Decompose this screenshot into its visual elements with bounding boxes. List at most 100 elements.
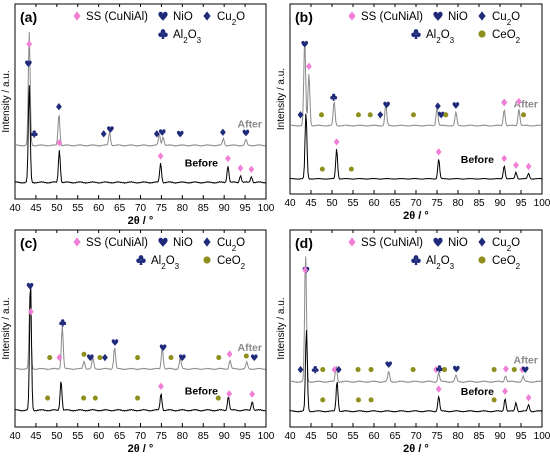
marker-ceo2-icon (491, 397, 497, 403)
marker-ceo2-icon (442, 367, 448, 373)
x-tick-label: 75 (156, 431, 168, 442)
x-tick-label: 70 (410, 198, 422, 209)
y-axis-title: Intensity / a.u. (1, 297, 12, 359)
x-tick-label: 70 (135, 203, 147, 214)
marker-ceo2-icon (135, 355, 141, 361)
legend-ceo2: CeO2 (492, 29, 521, 45)
series-before-line (289, 113, 543, 180)
x-tick-label: 45 (305, 431, 317, 442)
marker-ceo2-icon (368, 397, 374, 403)
marker-ceo2-icon (168, 355, 174, 361)
marker-ceo2-icon (355, 397, 361, 403)
series-after-line (289, 44, 543, 127)
x-axis-title: 2θ / ° (128, 443, 154, 455)
legend-al2o3: Al2O3 (426, 29, 455, 45)
series-after-label: After (513, 355, 538, 367)
x-tick-label: 100 (534, 431, 550, 442)
series-before-line (14, 285, 266, 412)
x-tick-label: 100 (258, 203, 275, 214)
x-tick-label: 50 (51, 431, 63, 442)
marker-ceo2-icon (320, 367, 326, 373)
legend-ss: SS (CuNiAl) (361, 237, 423, 249)
marker-ceo2-icon (410, 112, 416, 118)
marker-ceo2-icon (410, 367, 416, 373)
plot-frame (14, 3, 267, 200)
marker-ceo2-icon (97, 355, 103, 361)
marker-ceo2-icon (47, 355, 53, 361)
x-tick-label: 85 (198, 431, 210, 442)
x-tick-label: 90 (219, 431, 231, 442)
marker-ceo2-icon (521, 112, 527, 118)
marker-ceo2-icon (348, 166, 354, 172)
legend: SS (CuNiAl) NiO Cu2O Al2O3 (73, 11, 245, 45)
marker-ceo2-icon (243, 353, 249, 359)
x-tick-label: 85 (473, 431, 485, 442)
series-before-label: Before (185, 157, 218, 169)
x-tick-label: 90 (219, 203, 231, 214)
marker-ceo2-icon (355, 367, 361, 373)
x-axis-title: 2θ / ° (403, 443, 429, 455)
marker-ceo2-icon (355, 112, 361, 118)
marker-ceo2-icon (368, 367, 374, 373)
marker-ceo2-icon (81, 395, 87, 401)
x-tick-label: 75 (156, 203, 168, 214)
x-tick-label: 85 (473, 198, 485, 209)
legend-nio: NiO (173, 11, 193, 23)
y-axis-title: Intensity / a.u. (276, 68, 287, 130)
x-tick-label: 100 (258, 431, 275, 442)
x-tick-label: 40 (284, 198, 296, 209)
x-tick-label: 90 (494, 198, 506, 209)
legend: SS (CuNiAl) NiO Cu2O Al2O3 CeO2 (348, 11, 521, 45)
marker-ceo2-icon (92, 395, 98, 401)
legend-al2o3: Al2O3 (173, 29, 202, 45)
x-tick-label: 50 (326, 431, 338, 442)
x-tick-label: 90 (494, 431, 506, 442)
legend-ss: SS (CuNiAl) (86, 237, 148, 249)
marker-ceo2-icon (81, 351, 87, 357)
y-axis-title: Intensity / a.u. (276, 297, 287, 359)
marker-ceo2-icon (45, 395, 51, 401)
legend-cu2o: Cu2O (217, 237, 245, 253)
x-tick-label: 95 (240, 203, 252, 214)
x-tick-label: 75 (431, 198, 443, 209)
x-tick-label: 85 (198, 203, 210, 214)
x-tick-label: 95 (240, 431, 252, 442)
legend-cu2o: Cu2O (217, 11, 245, 27)
x-tick-label: 50 (326, 198, 338, 209)
x-tick-label: 60 (368, 198, 380, 209)
marker-ceo2-icon (318, 112, 325, 118)
x-tick-label: 55 (72, 431, 84, 442)
legend-ceo2: CeO2 (217, 255, 246, 271)
panel-b: 40 45 50 55 60 65 70 75 80 85 90 95 100 2θ / ° Intensi… (276, 3, 550, 222)
panel-d: 40 45 50 55 60 65 70 75 80 85 90 95 100 2θ / ° Intensi… (276, 229, 550, 455)
x-tick-label: 40 (9, 203, 21, 214)
x-tick-label: 100 (534, 198, 550, 209)
x-tick-label: 95 (515, 431, 527, 442)
ceo2-circle-icon (478, 256, 486, 264)
x-tick-label: 55 (347, 431, 359, 442)
legend-al2o3: Al2O3 (426, 255, 455, 271)
marker-ceo2-icon (511, 367, 517, 373)
x-tick-label: 50 (51, 203, 63, 214)
marker-ceo2-icon (216, 355, 222, 361)
x-tick-label: 45 (30, 203, 42, 214)
x-tick-label: 55 (72, 203, 84, 214)
ceo2-circle-icon (478, 30, 486, 38)
marker-ceo2-icon (491, 367, 497, 373)
x-tick-label: 55 (347, 198, 359, 209)
legend-ss: SS (CuNiAl) (86, 11, 148, 23)
x-tick-label: 65 (114, 431, 126, 442)
x-tick-label: 65 (114, 203, 126, 214)
legend-nio: NiO (448, 11, 468, 23)
panel-c: 40 45 50 55 60 65 70 75 80 85 90 95 100 2θ / ° Intensi… (1, 229, 275, 455)
series-after-line (289, 256, 543, 384)
panel-letter: (d) (295, 235, 313, 251)
x-tick-label: 45 (30, 431, 42, 442)
x-tick-label: 40 (284, 431, 296, 442)
legend-al2o3: Al2O3 (151, 255, 180, 271)
marker-ceo2-icon (320, 397, 326, 403)
x-axis-title: 2θ / ° (128, 215, 154, 227)
marker-ceo2-icon (135, 395, 141, 401)
legend-cu2o: Cu2O (492, 237, 520, 253)
